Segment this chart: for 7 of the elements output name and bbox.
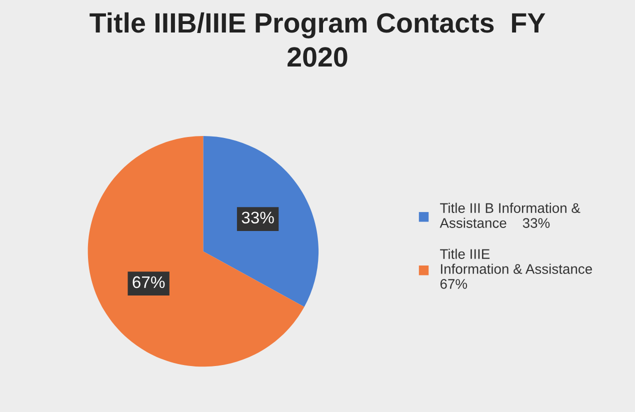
- chart-title: Title IIIB/IIIE Program Contacts FY 2020: [90, 12, 546, 67]
- data-label: 67%: [132, 276, 165, 288]
- pie-slice: [203, 136, 319, 307]
- legend-label: Title III B Information & Assistance 33%: [440, 202, 580, 228]
- data-label: 33%: [242, 212, 274, 224]
- pie-slice: [88, 136, 304, 367]
- legend-label: Title IIIE Information & Assistance 67%: [440, 248, 592, 289]
